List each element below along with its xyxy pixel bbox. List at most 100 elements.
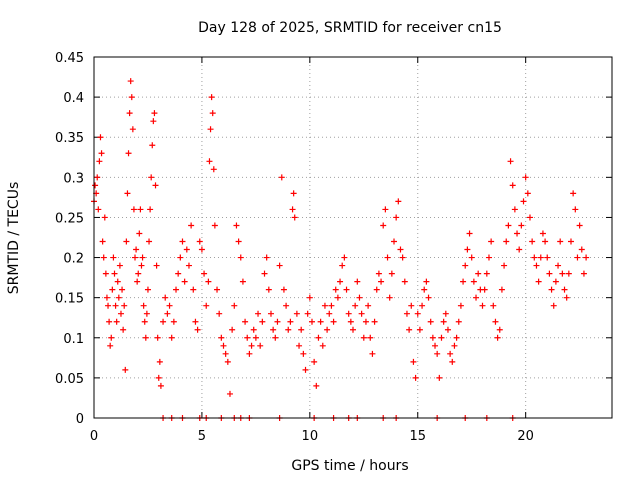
data-point: [153, 262, 160, 269]
data-point: [395, 198, 402, 205]
data-point: [453, 334, 460, 341]
data-point: [112, 302, 119, 309]
data-point: [464, 246, 471, 253]
data-point: [397, 246, 404, 253]
data-point: [115, 294, 122, 301]
data-point: [237, 254, 244, 261]
data-point: [179, 238, 186, 245]
data-point: [278, 174, 285, 181]
data-point: [229, 326, 236, 333]
data-point: [98, 150, 105, 157]
axis-ticks: 0 0.05 0.1 0.15 0.2 0.25 0.3 0.35 0.4 0.45 0 5 10 15 2…: [55, 51, 612, 444]
y-tick-label: 0.2: [63, 252, 84, 267]
data-point: [492, 318, 499, 325]
data-point: [287, 318, 294, 325]
data-point: [252, 334, 259, 341]
data-point: [496, 326, 503, 333]
data-point: [317, 318, 324, 325]
data-point: [293, 310, 300, 317]
data-point: [239, 278, 246, 285]
data-point: [296, 342, 303, 349]
data-point: [315, 334, 322, 341]
data-point: [92, 182, 99, 189]
data-point: [188, 222, 195, 229]
data-point: [113, 318, 120, 325]
data-point: [129, 126, 136, 133]
data-point: [511, 206, 518, 213]
data-point: [324, 326, 331, 333]
y-tick-label: 0: [76, 412, 84, 427]
data-point: [421, 286, 428, 293]
data-point: [117, 310, 124, 317]
data-point: [375, 270, 382, 277]
data-point: [341, 254, 348, 261]
data-point: [148, 174, 155, 181]
data-point: [135, 270, 142, 277]
data-point: [360, 334, 367, 341]
data-point: [509, 182, 516, 189]
data-point: [144, 286, 151, 293]
data-point: [494, 334, 501, 341]
data-point: [455, 318, 462, 325]
data-point: [154, 334, 161, 341]
data-point: [514, 230, 521, 237]
data-point: [151, 110, 158, 117]
data-point: [255, 310, 262, 317]
data-point: [406, 326, 413, 333]
y-tick-label: 0.15: [55, 292, 84, 307]
data-point: [181, 278, 188, 285]
data-point: [503, 238, 510, 245]
data-point: [574, 254, 581, 261]
data-point: [194, 326, 201, 333]
y-tick-label: 0.25: [55, 211, 84, 226]
data-point: [485, 254, 492, 261]
data-point: [319, 342, 326, 349]
data-point: [105, 302, 112, 309]
y-axis-label: SRMTID / TECUs: [6, 182, 22, 295]
data-point: [139, 254, 146, 261]
data-point: [451, 342, 458, 349]
data-point: [126, 110, 133, 117]
data-point: [306, 294, 313, 301]
data-point: [550, 302, 557, 309]
x-axis-label: GPS time / hours: [291, 458, 408, 474]
data-point: [473, 294, 480, 301]
data-point: [110, 254, 117, 261]
data-point: [231, 302, 238, 309]
x-tick-label: 15: [409, 429, 426, 444]
data-point: [300, 350, 307, 357]
data-point: [123, 238, 130, 245]
data-point: [352, 302, 359, 309]
data-point: [211, 222, 218, 229]
data-point: [168, 334, 175, 341]
data-point: [507, 158, 514, 165]
data-point: [501, 262, 508, 269]
data-point: [261, 270, 268, 277]
data-point: [559, 270, 566, 277]
data-point: [434, 350, 441, 357]
data-point: [136, 230, 143, 237]
data-point: [164, 310, 171, 317]
y-tick-label: 0.05: [55, 372, 84, 387]
data-point: [274, 318, 281, 325]
data-point: [408, 302, 415, 309]
data-point: [537, 254, 544, 261]
data-point: [208, 94, 215, 101]
data-point: [152, 182, 159, 189]
data-point: [350, 326, 356, 333]
data-point: [170, 318, 177, 325]
data-point: [401, 278, 408, 285]
data-point: [479, 302, 486, 309]
x-tick-label: 5: [198, 429, 206, 444]
data-point: [498, 286, 505, 293]
data-point: [565, 270, 572, 277]
data-point: [326, 310, 333, 317]
data-point: [157, 382, 164, 389]
data-point: [124, 190, 131, 197]
data-point: [146, 238, 153, 245]
data-point: [447, 350, 454, 357]
data-point: [518, 222, 525, 229]
data-point: [358, 310, 365, 317]
data-point: [224, 358, 231, 365]
